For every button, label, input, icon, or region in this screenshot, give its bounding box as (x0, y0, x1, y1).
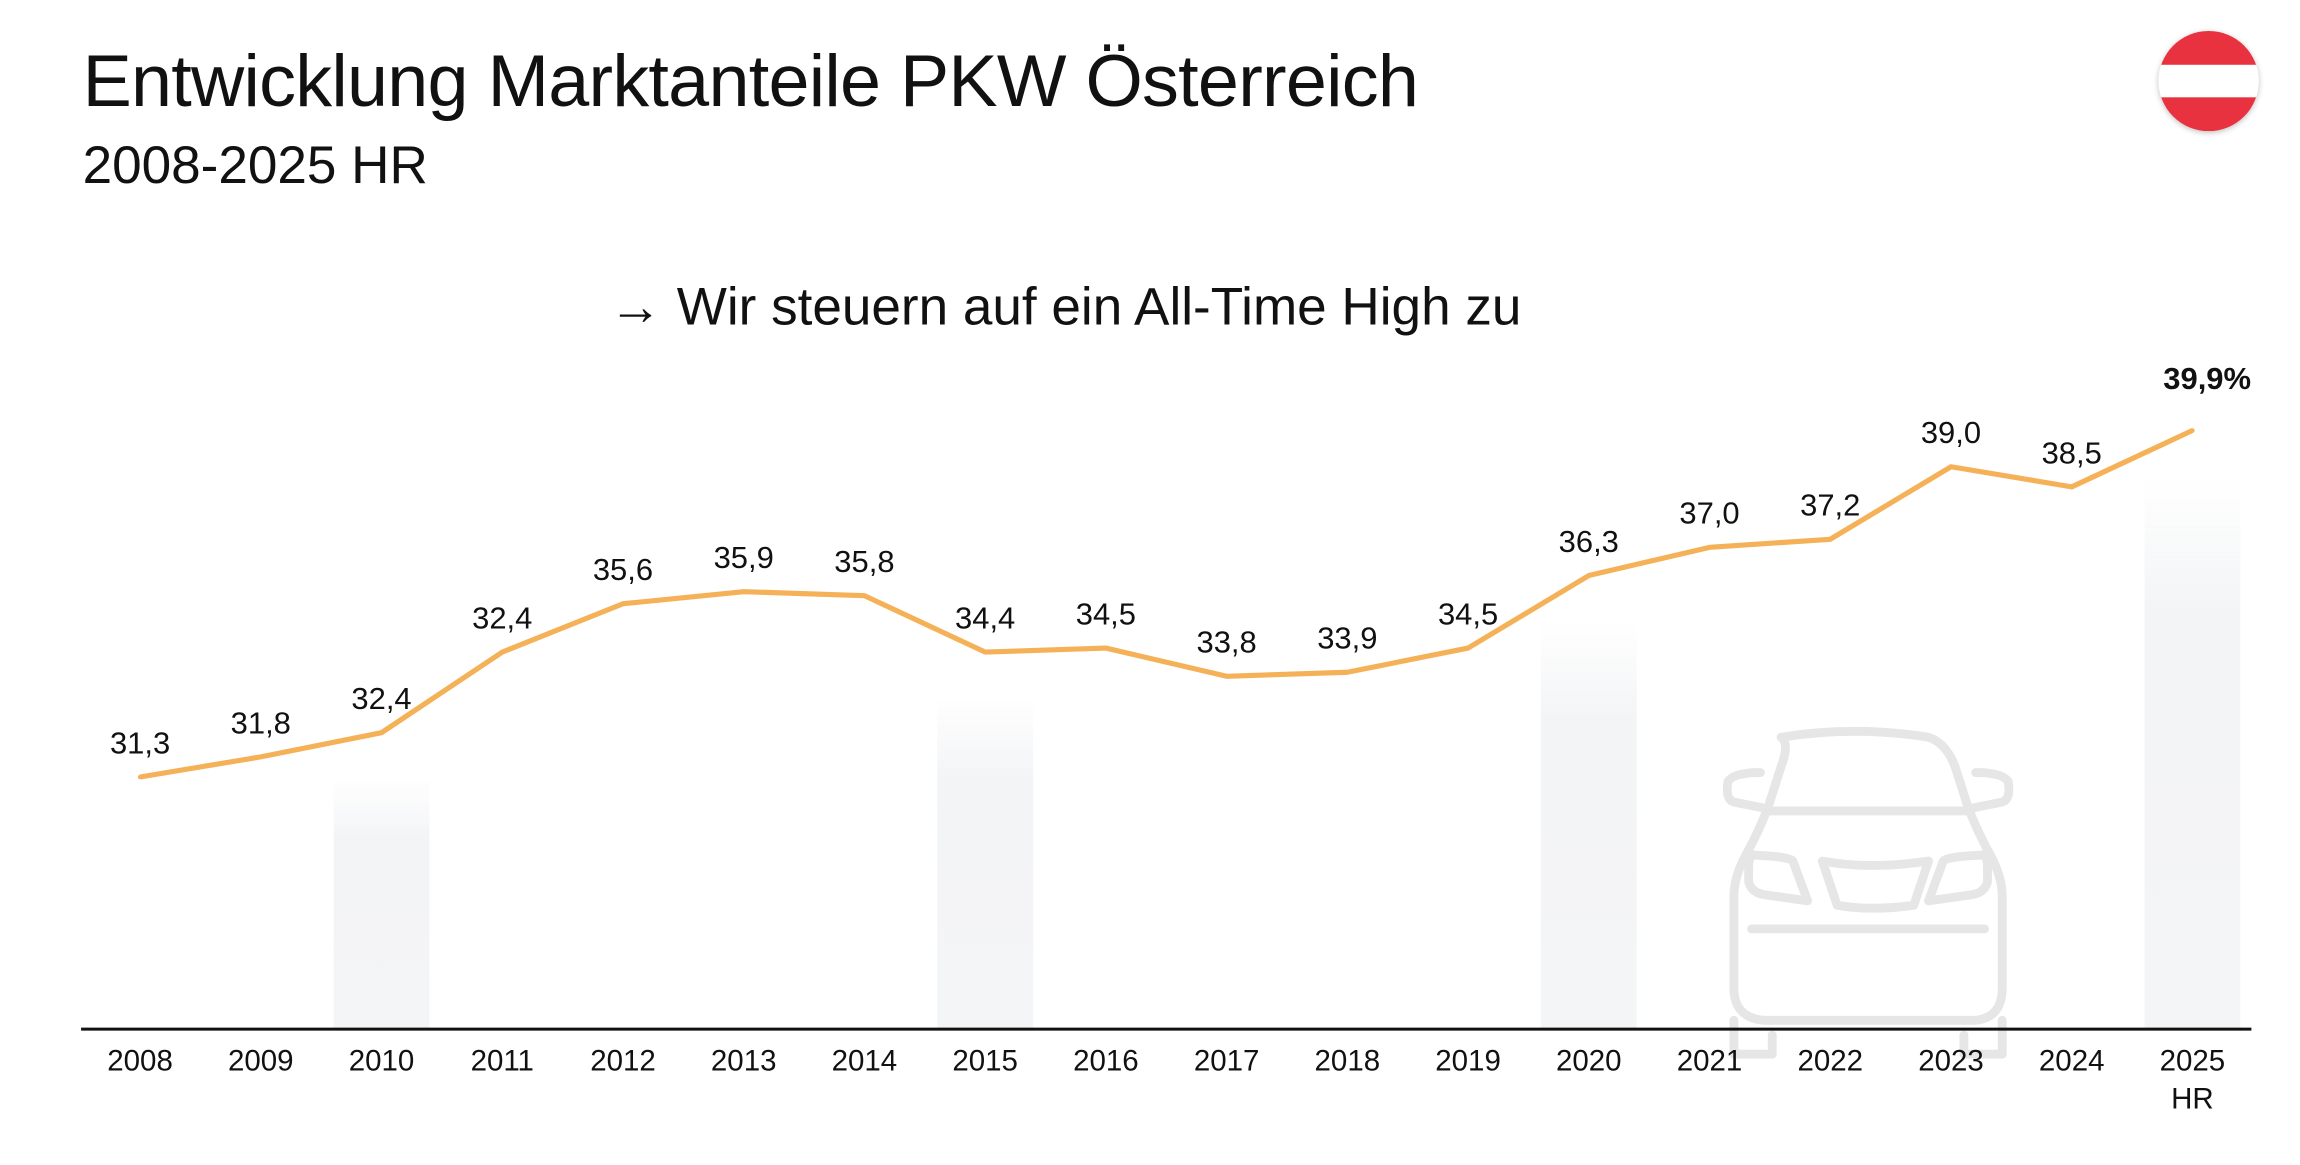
data-label-2008: 31,3 (110, 725, 170, 760)
data-label-2018: 33,9 (1317, 621, 1377, 656)
x-tick-2023: 2023 (1918, 1044, 1984, 1077)
data-point-2017 (1224, 674, 1229, 679)
data-point-2008 (137, 774, 143, 780)
x-tick-2018: 2018 (1315, 1044, 1381, 1077)
x-tick-2024: 2024 (2039, 1044, 2105, 1077)
page-subtitle: 2008-2025 HR (82, 134, 428, 195)
data-label-2019: 34,5 (1438, 596, 1498, 631)
x-tick-2009: 2009 (228, 1044, 294, 1077)
callout-text: → Wir steuern auf ein All-Time High zu (608, 275, 1522, 337)
data-label-2012: 35,6 (593, 552, 653, 587)
highlight-bar-2015 (937, 696, 1034, 1030)
data-label-2013: 35,9 (714, 540, 774, 575)
data-point-2025 (2190, 428, 2195, 433)
data-label-2021: 37,0 (1679, 496, 1739, 531)
data-label-2020: 36,3 (1559, 524, 1619, 559)
data-point-2022 (1828, 537, 1833, 542)
data-label-2011: 32,4 (472, 601, 532, 636)
x-tick-2015: 2015 (952, 1044, 1018, 1077)
data-point-2021 (1707, 545, 1712, 550)
data-label-2017: 33,8 (1196, 625, 1256, 660)
x-tick-2014: 2014 (832, 1044, 898, 1077)
x-tick-2021: 2021 (1677, 1044, 1743, 1077)
x-tick-2013: 2013 (711, 1044, 777, 1077)
data-label-2015: 34,4 (955, 601, 1015, 636)
data-point-2019 (1465, 645, 1471, 651)
data-point-2016 (1103, 645, 1109, 651)
highlight-bar-2020 (1540, 619, 1637, 1030)
x-tick-2011: 2011 (471, 1044, 534, 1077)
data-point-2018 (1345, 670, 1350, 675)
data-point-2013 (741, 589, 746, 594)
highlight-bar-2010 (333, 776, 430, 1030)
x-tick-2020: 2020 (1556, 1044, 1622, 1077)
x-tick-2008: 2008 (107, 1044, 173, 1077)
data-label-2022: 37,2 (1800, 488, 1860, 523)
data-point-2020 (1586, 573, 1592, 578)
x-tick-2017: 2017 (1194, 1044, 1260, 1077)
data-label-2025: 39,9% (2163, 361, 2251, 396)
x-tick-2022: 2022 (1797, 1044, 1863, 1077)
highlight-bar-2025 (2144, 474, 2241, 1030)
data-label-2010: 32,4 (351, 681, 411, 716)
data-point-2012 (620, 601, 626, 606)
data-point-2009 (258, 754, 264, 760)
car-icon (1722, 726, 2014, 1059)
data-label-2014: 35,8 (834, 544, 894, 579)
data-label-2009: 31,8 (231, 705, 291, 740)
x-tick-2010: 2010 (349, 1044, 415, 1077)
x-tick-2025: 2025 (2160, 1044, 2226, 1077)
data-point-2014 (862, 593, 867, 598)
data-label-2024: 38,5 (2042, 435, 2102, 470)
data-label-2023: 39,0 (1921, 415, 1981, 450)
x-tick-2019: 2019 (1435, 1044, 1501, 1077)
data-point-2011 (500, 649, 505, 655)
page-title: Entwicklung Marktanteile PKW Österreich (82, 39, 1419, 123)
data-point-2023 (1948, 464, 1954, 469)
x-tick-sublabel: HR (2171, 1083, 2214, 1116)
series-line (139, 428, 2194, 780)
data-point-2024 (2069, 484, 2074, 490)
x-tick-2016: 2016 (1073, 1044, 1139, 1077)
data-point-2010 (379, 730, 384, 735)
data-point-2015 (982, 649, 988, 655)
x-tick-2012: 2012 (590, 1044, 656, 1077)
data-label-2016: 34,5 (1076, 596, 1136, 631)
